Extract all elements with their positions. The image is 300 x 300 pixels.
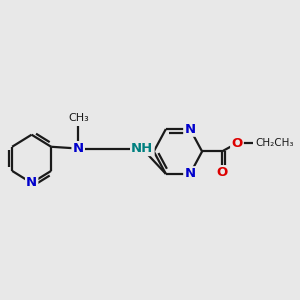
Text: O: O: [231, 137, 243, 150]
Text: O: O: [216, 166, 227, 179]
Text: O: O: [216, 166, 227, 179]
Text: N: N: [26, 176, 37, 190]
Text: CH₃: CH₃: [68, 113, 89, 123]
Text: N: N: [26, 176, 37, 190]
Text: NH: NH: [131, 142, 153, 155]
Text: N: N: [184, 122, 196, 136]
Text: N: N: [184, 167, 196, 180]
Text: O: O: [231, 137, 243, 150]
Text: CH₂CH₃: CH₂CH₃: [255, 138, 294, 148]
Text: N: N: [184, 167, 196, 180]
Text: N: N: [73, 142, 84, 155]
Text: N: N: [73, 142, 84, 155]
Text: NH: NH: [131, 142, 153, 155]
Text: N: N: [184, 122, 196, 136]
